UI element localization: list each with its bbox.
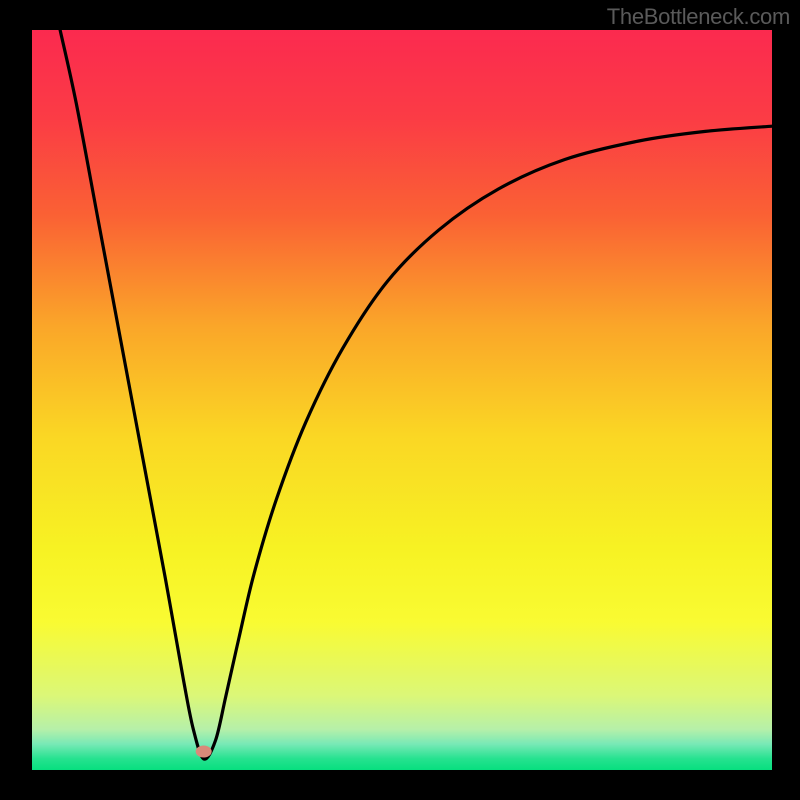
chart-svg bbox=[0, 0, 800, 800]
chart-container: TheBottleneck.com bbox=[0, 0, 800, 800]
watermark-text: TheBottleneck.com bbox=[607, 4, 790, 30]
minimum-marker bbox=[196, 746, 212, 758]
plot-background bbox=[32, 30, 772, 770]
